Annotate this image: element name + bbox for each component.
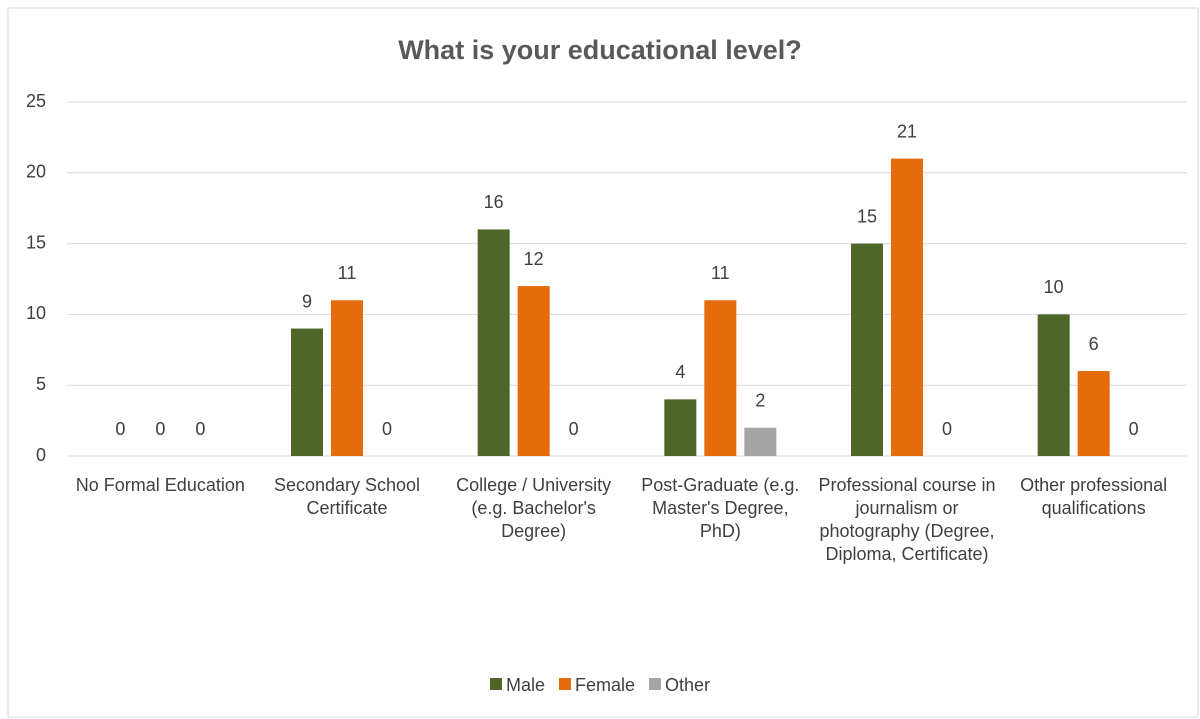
bar: [477, 229, 510, 456]
bar: [291, 328, 323, 456]
legend-swatch: [489, 678, 502, 690]
legend-label: Male: [506, 675, 545, 695]
y-tick-label: 5: [36, 374, 46, 394]
data-label: 11: [338, 263, 357, 283]
data-label: 2: [755, 390, 765, 410]
bar: [851, 243, 883, 456]
y-tick-label: 20: [26, 162, 46, 182]
y-tick-label: 10: [26, 303, 46, 323]
bar: [704, 300, 737, 456]
data-label: 9: [302, 291, 312, 311]
legend-swatch: [649, 678, 662, 690]
data-label: 12: [524, 249, 544, 269]
data-label: 16: [484, 192, 504, 212]
y-tick-label: 0: [36, 445, 46, 465]
data-label: 0: [569, 419, 579, 439]
x-tick-label: Professional course in journalism or pho…: [818, 475, 996, 564]
data-label: 0: [155, 419, 165, 439]
x-tick-label: No Formal Education: [75, 475, 245, 495]
x-tick-label: College / University (e.g. Bachelor's De…: [456, 475, 612, 541]
data-label: 10: [1044, 277, 1064, 297]
x-tick-label: Other professional qualifications: [1020, 475, 1168, 518]
x-tick-label: Post-Graduate (e.g. Master's Degree, PhD…: [641, 475, 800, 541]
data-label: 0: [382, 419, 392, 439]
y-tick-label: 15: [26, 232, 46, 252]
bar: [1037, 314, 1070, 456]
data-label: 0: [942, 419, 952, 439]
data-label: 0: [115, 419, 125, 439]
data-label: 6: [1089, 334, 1099, 354]
x-tick-label: Secondary School Certificate: [273, 475, 421, 518]
data-label: 15: [857, 206, 877, 226]
data-label: 21: [897, 121, 917, 141]
bar: [331, 300, 363, 456]
y-tick-label: 25: [26, 91, 46, 111]
data-label: 11: [711, 263, 730, 283]
chart-border: [7, 7, 1199, 718]
data-label: 4: [675, 362, 685, 382]
legend-label: Female: [575, 675, 635, 695]
bar: [744, 427, 777, 456]
legend-label: Other: [665, 675, 710, 695]
bar: [664, 399, 697, 456]
bar: [517, 286, 550, 456]
data-label: 0: [195, 419, 205, 439]
bar: [891, 158, 923, 456]
legend-swatch: [558, 678, 571, 690]
chart-title: What is your educational level?: [398, 35, 802, 65]
bar: [1077, 371, 1110, 456]
data-label: 0: [1129, 419, 1139, 439]
